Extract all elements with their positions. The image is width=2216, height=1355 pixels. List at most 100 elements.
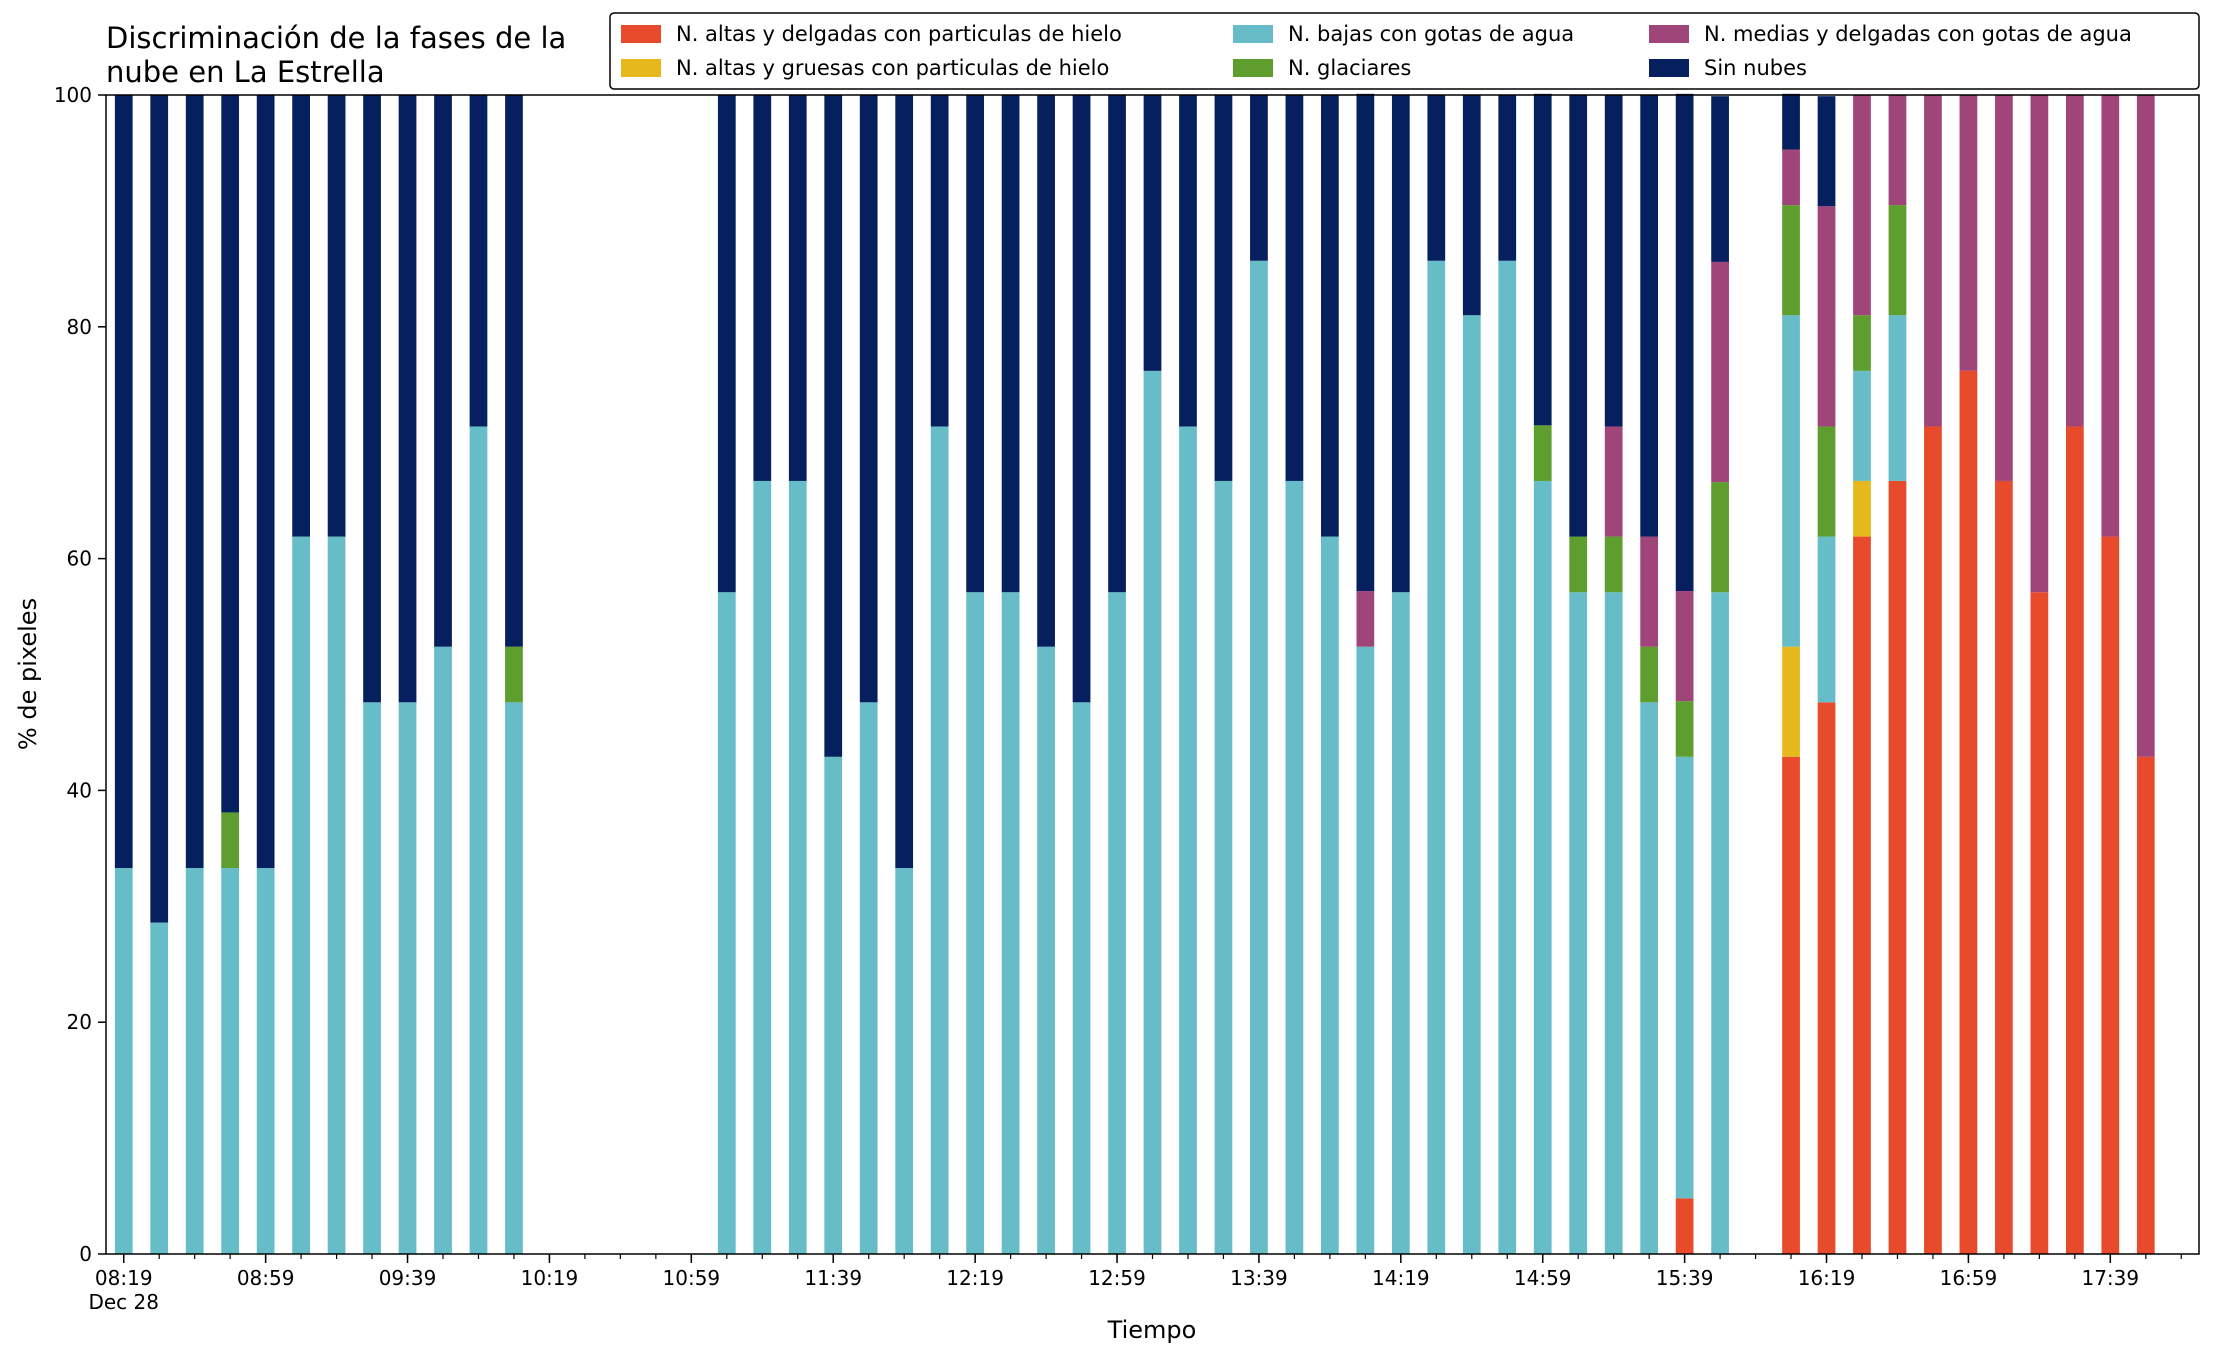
- bar-segment: [1675, 93, 1694, 592]
- bar-segment: [1711, 482, 1729, 593]
- bar-segment: [1711, 592, 1729, 1254]
- chart-title-line-2: nube en La Estrella: [106, 55, 385, 89]
- bar-segment: [1888, 480, 1907, 1254]
- bar-segment: [1250, 95, 1268, 261]
- bar-segment: [1143, 370, 1162, 1255]
- bar-segment: [363, 95, 381, 703]
- bar-segment: [1179, 426, 1197, 1255]
- bar-segment: [1356, 93, 1375, 592]
- bar-segment: [1782, 756, 1800, 1254]
- bar-segment: [1959, 370, 1978, 1255]
- bar-segment: [1108, 592, 1126, 1254]
- bar-segment: [1569, 592, 1588, 1254]
- bar-segment: [1179, 95, 1197, 427]
- legend-label: N. glaciares: [1288, 56, 1411, 80]
- bar-segment: [1817, 702, 1836, 1254]
- x-tick-label: 16:59: [1940, 1266, 1998, 1290]
- legend-label: N. medias y delgadas con gotas de agua: [1704, 22, 2132, 46]
- bar-segment: [1001, 95, 1020, 593]
- bar-segment: [1924, 95, 1942, 427]
- bar-segment: [434, 95, 452, 647]
- bar-segment: [895, 95, 914, 869]
- x-tick-label: 12:59: [1088, 1266, 1146, 1290]
- x-tick-label: 08:59: [237, 1266, 295, 1290]
- bar-segment: [1995, 95, 2013, 481]
- bar-segment: [2136, 95, 2155, 757]
- bar-segment: [753, 95, 772, 481]
- bar-segment: [221, 95, 240, 813]
- x-tick-label: 09:39: [379, 1266, 437, 1290]
- bar-segment: [1853, 480, 1871, 537]
- bar-segment: [1853, 536, 1871, 1254]
- bar-segment: [1782, 93, 1800, 150]
- bar-segment: [1853, 370, 1871, 481]
- bar-segment: [1427, 260, 1446, 1254]
- legend-swatch: [1649, 59, 1689, 77]
- legend-label: N. altas y delgadas con particulas de hi…: [676, 22, 1122, 46]
- bar-segment: [1675, 1198, 1694, 1254]
- bar-segment: [1391, 95, 1410, 593]
- x-tick-label: 11:39: [804, 1266, 862, 1290]
- bar-segment: [505, 702, 523, 1254]
- bar-segment: [150, 95, 169, 923]
- legend: N. altas y delgadas con particulas de hi…: [609, 12, 2200, 90]
- legend-swatch: [1649, 25, 1689, 43]
- y-tick-label: 20: [67, 1010, 92, 1034]
- bar-segment: [1817, 96, 1836, 207]
- bar-segment: [114, 868, 133, 1254]
- bar-segment: [1675, 591, 1694, 702]
- bar-segment: [1214, 480, 1233, 1254]
- bar-segment: [1782, 315, 1800, 647]
- x-tick-label: 14:59: [1514, 1266, 1572, 1290]
- x-tick-label: 13:39: [1230, 1266, 1288, 1290]
- y-tick-label: 80: [67, 315, 92, 339]
- bar-segment: [1108, 95, 1126, 593]
- bar-segment: [2065, 95, 2084, 427]
- bar-segment: [2136, 756, 2155, 1254]
- bar-segment: [2101, 536, 2120, 1254]
- bar-segment: [966, 95, 984, 593]
- bar-segment: [469, 95, 488, 427]
- bar-segment: [398, 702, 417, 1254]
- bar-segment: [221, 868, 240, 1254]
- bar-segment: [1321, 95, 1339, 537]
- bar-segment: [1675, 756, 1694, 1199]
- bar-segment: [1817, 206, 1836, 427]
- bar-segment: [1569, 536, 1588, 593]
- bar-segment: [930, 426, 949, 1255]
- bar-segment: [221, 812, 240, 869]
- bar-segment: [930, 95, 949, 427]
- bar-segment: [1711, 261, 1729, 483]
- y-tick-label: 60: [67, 547, 92, 571]
- bar-segment: [398, 95, 417, 703]
- bar-segment: [1498, 95, 1517, 261]
- bar-segment: [1285, 95, 1304, 481]
- x-tick-label: 10:19: [521, 1266, 579, 1290]
- bar-segment: [256, 95, 275, 869]
- bar-segment: [2101, 95, 2120, 537]
- bar-segment: [505, 95, 523, 647]
- bar-segment: [1356, 591, 1375, 647]
- bar-segment: [824, 95, 843, 757]
- y-axis-label: % de pixeles: [14, 598, 42, 750]
- bar-segment: [788, 95, 807, 481]
- bar-segment: [185, 868, 204, 1254]
- bar-segment: [1143, 95, 1162, 371]
- bar-segment: [1853, 95, 1871, 316]
- x-tick-label: 14:19: [1372, 1266, 1430, 1290]
- bar-segment: [1321, 536, 1339, 1254]
- x-tick-label: 10:59: [663, 1266, 721, 1290]
- bar-segment: [788, 480, 807, 1254]
- bar-segment: [1888, 205, 1907, 316]
- bar-segment: [717, 592, 736, 1254]
- bar-segment: [859, 702, 878, 1254]
- bar-segment: [150, 922, 169, 1254]
- bar-segment: [895, 868, 914, 1254]
- bar-segment: [2065, 426, 2084, 1255]
- bar-segment: [2030, 592, 2049, 1254]
- bar-segment: [859, 95, 878, 703]
- bar-segment: [753, 480, 772, 1254]
- x-tick-label: 15:39: [1656, 1266, 1714, 1290]
- x-tick-label: 12:19: [946, 1266, 1004, 1290]
- bar-segment: [1072, 702, 1091, 1254]
